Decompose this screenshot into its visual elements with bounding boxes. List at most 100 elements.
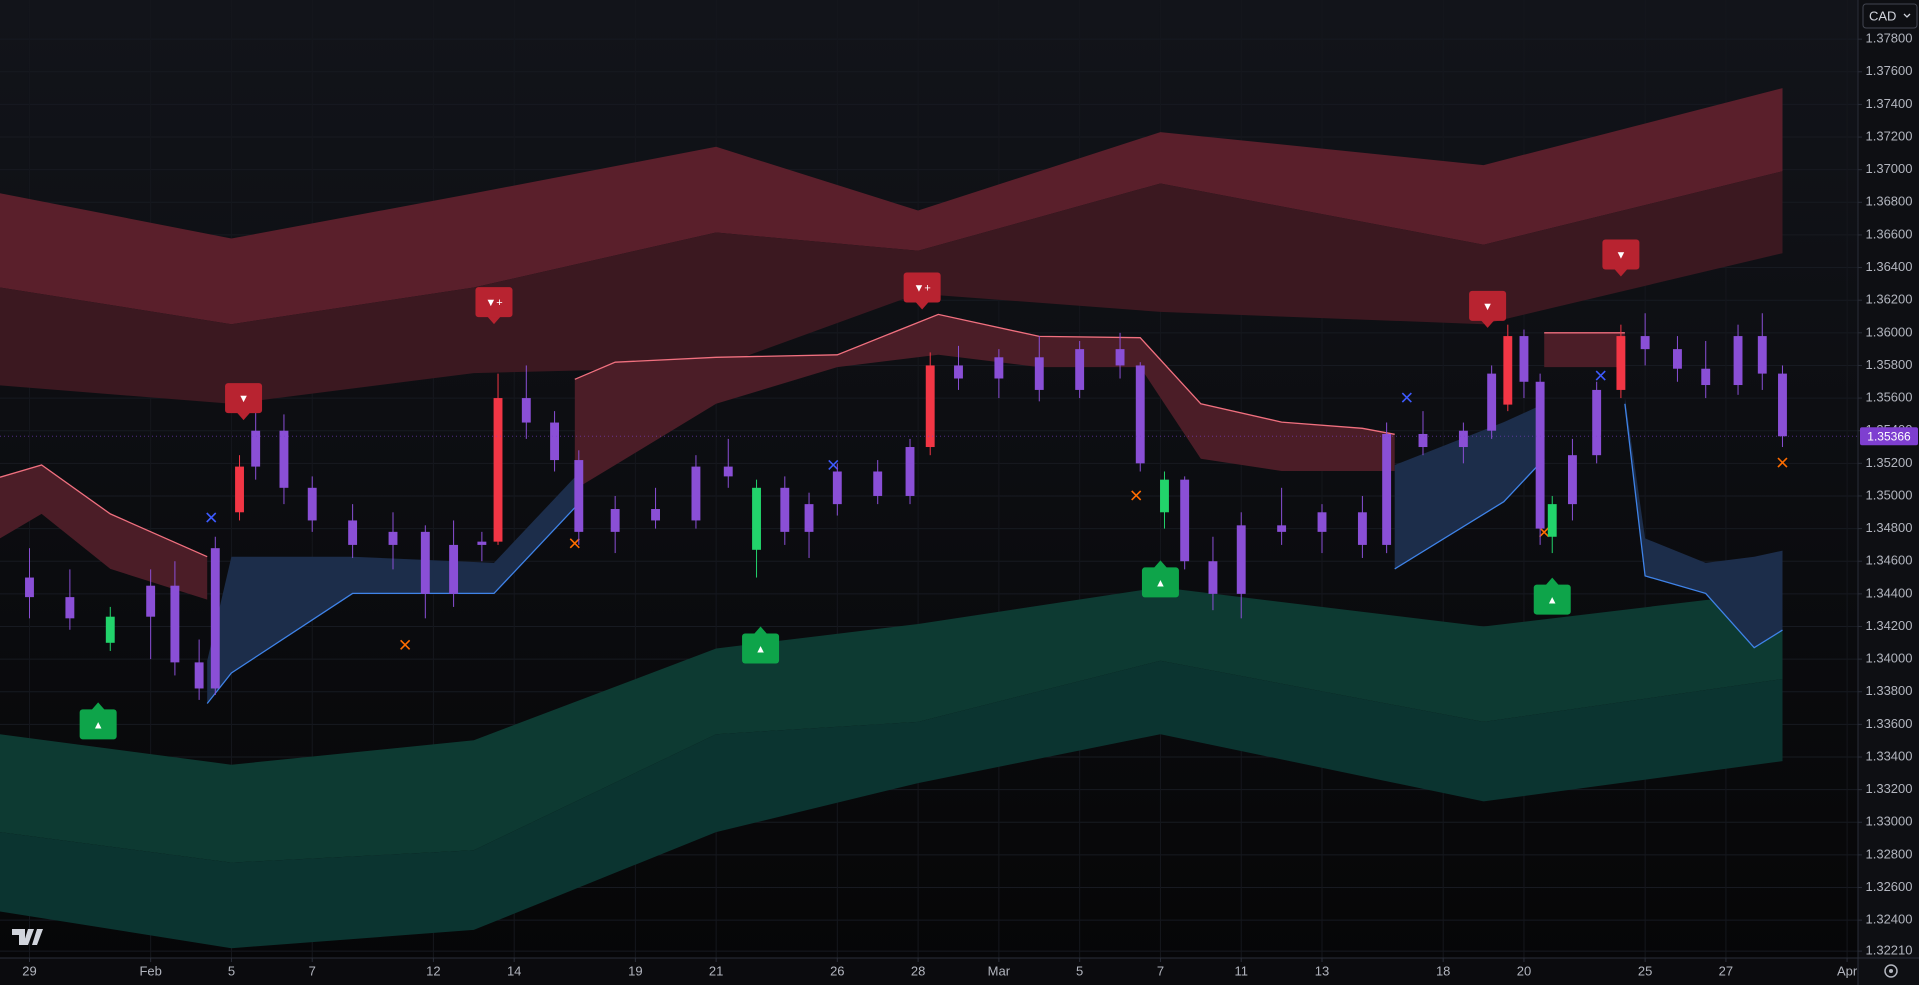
- candle-body: [780, 487, 790, 532]
- candle-body: [307, 487, 317, 521]
- y-tick-label: 1.36600: [1866, 226, 1913, 241]
- candle-body: [1701, 368, 1711, 386]
- candle-body: [1503, 336, 1513, 405]
- y-tick-label: 1.37400: [1866, 96, 1913, 111]
- candle-body: [1487, 373, 1497, 431]
- candle-body: [1535, 381, 1545, 529]
- x-tick-label: 14: [507, 963, 521, 978]
- signal-text: ▲: [1547, 594, 1558, 606]
- y-tick-label: 1.32600: [1866, 879, 1913, 894]
- candle-body: [210, 548, 220, 689]
- cross-marker: [1777, 457, 1788, 468]
- signal-text: ▼: [238, 393, 249, 405]
- candle-body: [1277, 525, 1287, 532]
- ribbon-line: [0, 464, 208, 558]
- candle-body: [1640, 336, 1650, 350]
- candle-body: [194, 662, 204, 689]
- y-tick-label: 1.37800: [1866, 31, 1913, 46]
- ribbon-fill: [574, 314, 1395, 490]
- candle-body: [925, 365, 935, 448]
- cloud-upper-layer: [0, 587, 1783, 863]
- candle-body: [1616, 336, 1626, 390]
- currency-button[interactable]: CAD: [1862, 3, 1918, 29]
- candle-body: [651, 509, 660, 521]
- candle-body: [251, 430, 261, 467]
- y-tick-label: 1.33400: [1866, 748, 1913, 763]
- ribbon-line: [206, 507, 576, 704]
- cloud-lower-layer: [0, 171, 1783, 404]
- ribbon-fill: [207, 477, 575, 704]
- y-tick-label: 1.34600: [1866, 553, 1913, 568]
- candle-body: [420, 531, 430, 594]
- candle-body: [477, 541, 487, 545]
- x-tick-label: 19: [628, 963, 642, 978]
- signal-label: ▲: [1533, 577, 1571, 615]
- signal-text: ▼: [1615, 249, 1626, 261]
- signal-pointer: [915, 301, 930, 310]
- settings-gear[interactable]: [1884, 964, 1898, 978]
- ribbon-line: [1624, 403, 1783, 649]
- signal-label: ▲: [742, 626, 780, 664]
- y-tick-label: 1.35200: [1866, 455, 1913, 470]
- y-tick-label: 1.34400: [1866, 585, 1913, 600]
- candle-body: [1519, 336, 1529, 382]
- x-tick-label: 5: [1076, 963, 1083, 978]
- candles: [25, 313, 1787, 700]
- candle-body: [1075, 349, 1085, 390]
- candle-body: [1547, 504, 1557, 537]
- currency-button-frame[interactable]: [1862, 3, 1918, 29]
- currency-label[interactable]: CAD: [1869, 8, 1896, 23]
- candle-body: [1236, 525, 1246, 594]
- signal-pointer: [1613, 268, 1628, 277]
- cross-marker: [1131, 490, 1142, 501]
- last-price-badge: [1860, 427, 1918, 446]
- x-tick-label: 27: [1719, 963, 1733, 978]
- y-tick-label: 1.37600: [1866, 63, 1913, 78]
- logo-mark[interactable]: [12, 929, 43, 945]
- signal-box: [475, 287, 513, 318]
- x-tick-label: 18: [1436, 963, 1450, 978]
- crosses: [206, 370, 1788, 650]
- last-price-label: 1.35366: [1867, 429, 1911, 443]
- candle-body: [388, 531, 398, 545]
- signal-pointer: [1153, 560, 1168, 569]
- candle-body: [146, 585, 156, 617]
- candle-body: [832, 471, 842, 505]
- settings-gear-center[interactable]: [1889, 969, 1893, 973]
- y-tick-label: 1.33600: [1866, 716, 1913, 731]
- candle-body: [691, 466, 701, 521]
- y-tick-label: 1.32210: [1866, 943, 1913, 958]
- signal-label: ▼+: [475, 287, 513, 325]
- y-tick-label: 1.36200: [1866, 292, 1913, 307]
- candle-body: [1567, 455, 1577, 505]
- y-tick-label: 1.36400: [1866, 259, 1913, 274]
- candle-body: [723, 466, 733, 477]
- signal-text: ▲: [755, 643, 766, 655]
- signal-text: ▲: [1155, 577, 1166, 589]
- signal-box: [225, 383, 263, 414]
- x-tick-label: 11: [1234, 963, 1248, 978]
- signal-text: ▲: [93, 719, 104, 731]
- currency-chevron[interactable]: [1903, 13, 1911, 18]
- candle-body: [25, 577, 34, 598]
- y-tick-label: 1.32400: [1866, 912, 1913, 927]
- signal-box: [79, 709, 117, 740]
- ribbon-line: [1394, 458, 1545, 570]
- y-tick-label: 1.37200: [1866, 128, 1913, 143]
- candle-body: [550, 422, 560, 461]
- y-tick-label: 1.33200: [1866, 781, 1913, 796]
- settings-button[interactable]: [1884, 964, 1898, 978]
- x-tick-label: 13: [1315, 963, 1329, 978]
- signal-pointer: [486, 316, 501, 325]
- candle-body: [1757, 336, 1767, 374]
- logo[interactable]: [12, 929, 43, 945]
- x-tick-label: 21: [709, 963, 723, 978]
- x-tick-label: 7: [1157, 963, 1164, 978]
- signal-box: [903, 272, 941, 303]
- y-tick-label: 1.32800: [1866, 846, 1913, 861]
- candle-body: [610, 509, 620, 532]
- y-tick-label: 1.34000: [1866, 651, 1913, 666]
- x-tick-label: 7: [309, 963, 316, 978]
